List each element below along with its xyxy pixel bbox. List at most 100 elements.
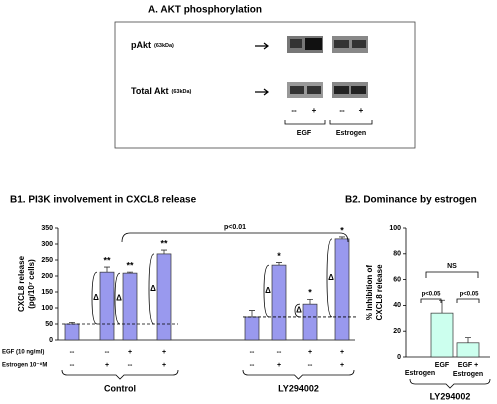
blot-row-label: pAkt (63kDa) — [131, 40, 174, 50]
condition-value: + — [105, 362, 109, 369]
row-unit: (63kDa) — [154, 43, 174, 49]
row-unit: (63kDa) — [172, 89, 192, 95]
group-label: LY294002 — [278, 383, 319, 393]
delta-bracket — [326, 238, 333, 318]
delta-bracket — [148, 253, 155, 325]
condition-value: + — [277, 362, 281, 369]
condition-value: -- — [128, 362, 133, 369]
bar — [244, 316, 260, 341]
significance: ** — [160, 238, 168, 248]
x-tick-label: Estrogen — [405, 370, 435, 377]
x-tick-label: EGF + Estrogen — [452, 362, 484, 378]
lane-label: -- — [291, 106, 297, 115]
annotation-bracket — [425, 271, 479, 278]
annotation: NS — [447, 263, 457, 270]
blot-band — [290, 39, 302, 48]
error-bar — [249, 310, 255, 317]
lane-label: -- — [339, 106, 345, 115]
y-tick-label: 350 — [41, 225, 53, 232]
delta: Δ — [296, 306, 302, 315]
significance: * — [308, 288, 312, 298]
bar — [271, 264, 287, 341]
bar — [430, 312, 454, 358]
delta: Δ — [93, 293, 99, 302]
condition-value: -- — [277, 349, 282, 356]
group-brace — [242, 369, 355, 380]
error-bar — [276, 262, 282, 266]
blot-band — [334, 86, 349, 94]
bar — [156, 253, 172, 341]
delta: Δ — [150, 284, 156, 293]
row-label: pAkt — [131, 40, 151, 50]
error-bar — [439, 299, 445, 314]
group-label: LY294002 — [430, 391, 471, 401]
significance: ** — [103, 255, 111, 265]
condition-label: Estrogen 10⁻⁸M — [2, 363, 47, 369]
condition-value: + — [162, 349, 166, 356]
lane-bracket — [284, 120, 373, 125]
y-tick-label: 40 — [393, 302, 401, 309]
error-bar — [307, 298, 313, 305]
comparison: p<0.01 — [224, 224, 246, 231]
error-bar — [127, 271, 133, 274]
chart-title: B2. Dominance by estrogen — [345, 195, 477, 206]
arrow — [255, 42, 269, 50]
delta-bracket — [91, 271, 98, 325]
bar — [334, 238, 350, 341]
condition-value: + — [308, 349, 312, 356]
y-tick-label: 150 — [41, 289, 53, 296]
condition-value: + — [162, 362, 166, 369]
blot-frame — [114, 21, 416, 149]
condition-value: -- — [70, 349, 75, 356]
delta-bracket — [294, 303, 301, 318]
condition-label: EGF (10 ng/ml) — [2, 350, 44, 356]
bar — [456, 342, 480, 358]
condition-value: + — [340, 349, 344, 356]
significance: ** — [126, 261, 134, 271]
blot-band — [351, 86, 366, 94]
annotation-bracket — [456, 298, 480, 303]
y-tick-label: 100 — [389, 225, 401, 232]
delta: Δ — [265, 286, 271, 295]
blot-band — [352, 40, 366, 48]
bar — [99, 271, 115, 341]
y-tick-label: 300 — [41, 241, 53, 248]
error-bar — [465, 337, 471, 343]
x-tick-label: EGF — [435, 362, 450, 369]
condition-value: -- — [250, 349, 255, 356]
condition-value: -- — [308, 362, 313, 369]
y-tick-label: 80 — [393, 251, 401, 258]
blot-band — [334, 40, 349, 48]
y-tick-label: 20 — [393, 328, 401, 335]
delta: Δ — [116, 294, 122, 303]
error-bar — [161, 249, 167, 254]
lane-group: EGF — [297, 130, 312, 137]
lane-label: + — [359, 106, 364, 115]
condition-value: + — [340, 362, 344, 369]
significance: * — [340, 225, 344, 235]
error-bar — [339, 236, 345, 239]
blot-band — [305, 38, 322, 50]
condition-value: -- — [70, 362, 75, 369]
group-brace — [409, 378, 491, 389]
row-label: Total Akt — [131, 86, 169, 96]
delta-bracket — [114, 272, 121, 325]
y-tick-label: 0 — [49, 337, 53, 344]
blot-title: A. AKT phosphorylation — [148, 5, 262, 16]
lane-label: + — [312, 106, 317, 115]
group-brace — [61, 369, 179, 380]
delta-bracket — [263, 264, 270, 318]
blot-row-label: Total Akt (63kDa) — [131, 86, 192, 96]
chart-title: B1. PI3K involvement in CXCL8 release — [10, 195, 197, 206]
group-label: Control — [104, 383, 136, 393]
y-tick-label: 0 — [397, 354, 401, 361]
delta: Δ — [328, 273, 334, 282]
y-axis-label: (pg/10⁷ cells) — [27, 259, 36, 309]
y-axis-label: % Inhibition of — [365, 265, 374, 320]
y-tick-label: 100 — [41, 305, 53, 312]
blot-band — [290, 86, 304, 94]
y-tick-label: 200 — [41, 273, 53, 280]
y-tick-label: 250 — [41, 257, 53, 264]
